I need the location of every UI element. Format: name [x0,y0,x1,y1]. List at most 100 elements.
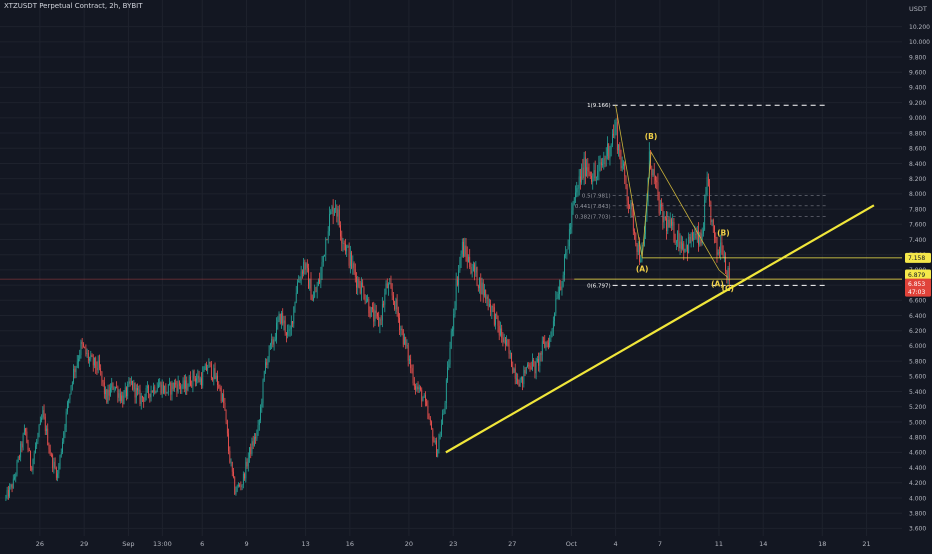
trendline[interactable] [445,204,875,454]
candle-body [573,197,575,205]
time-tick-label: 4 [614,540,618,548]
candle-body [266,362,268,366]
candle-body [326,239,328,240]
candle-body [234,476,236,495]
candle-body [554,313,555,322]
candle-body [175,382,177,385]
candle-body [186,380,188,391]
candle-body [656,180,658,183]
candle-body [580,176,581,183]
candle-body [55,467,57,478]
candle-body [128,381,130,385]
candle-body [38,425,40,435]
candle-body [550,334,552,338]
candle-body [618,144,619,151]
candle-body [556,298,558,300]
candle-body [69,393,71,400]
candles-group [5,114,730,501]
candle-body [26,431,28,442]
time-tick-label: 27 [508,540,516,548]
candle-body [422,397,424,402]
candle-body [417,386,419,390]
candle-body [297,282,298,293]
candle-body [176,384,178,392]
candle-body [489,303,490,307]
candle-body [442,413,444,425]
candle-body [346,246,348,252]
candle-body [119,393,121,401]
candle-body [327,231,329,240]
candle-body [96,367,98,371]
candle-body [420,387,421,390]
candle-body [703,229,704,234]
price-tick-label: 5.200 [909,404,926,411]
candle-body [283,320,285,324]
candle-body [501,328,503,338]
candle-body [70,385,72,394]
candle-body [716,237,718,255]
candle-body [240,485,242,487]
abc-pattern-lines[interactable] [615,105,729,278]
candle-body [646,201,648,218]
candle-body [154,386,156,393]
candle-body [607,143,608,157]
candle-body [212,378,213,380]
candle-body [625,176,627,188]
candle-body [655,175,656,181]
candle-body [203,369,205,372]
candle-body [90,355,92,359]
candle-body [177,381,179,392]
candle-body [153,386,154,393]
candle-body [345,243,346,252]
candle-body [281,313,282,324]
candle-body [363,287,365,299]
candle-body [586,167,587,177]
candle-body [134,383,136,398]
candle-body [215,375,217,379]
candle-body [37,434,39,442]
candle-body [399,317,400,331]
candle-body [407,345,409,361]
candle-body [164,385,165,393]
candle-body [525,366,527,374]
candle-body [353,263,355,270]
candle-body [568,229,570,247]
candle-body [39,420,41,426]
candle-body [162,384,164,393]
candle-body [409,359,410,361]
candle-body [209,361,211,364]
candle-body [333,208,335,216]
candle-body [411,368,413,371]
candle-body [545,342,547,348]
candle-body [682,243,683,249]
candle-body [341,236,343,244]
candle-body [384,293,386,305]
candle-body [31,467,33,471]
price-tick-label: 9.600 [909,70,926,77]
price-tag-label: 7.158 [908,255,925,262]
candle-body [448,364,450,368]
candle-body [9,486,10,497]
candle-body [300,271,302,281]
candle-body [122,395,124,405]
candle-body [534,361,536,374]
candle-body [520,376,522,380]
candle-body [172,382,174,389]
candle-body [538,359,539,366]
price-tick-label: 6.200 [909,328,926,335]
candle-body [725,256,726,272]
candle-body [223,394,225,403]
candle-body [144,396,146,402]
candle-body [23,428,25,435]
candle-body [150,391,152,398]
candle-body [624,163,626,177]
candle-body [614,125,616,136]
candle-body [669,219,671,228]
candle-body [252,441,254,446]
price-tick-label: 6.600 [909,298,926,305]
candle-body [496,313,498,316]
candle-body [91,355,93,357]
candle-body [466,254,468,262]
